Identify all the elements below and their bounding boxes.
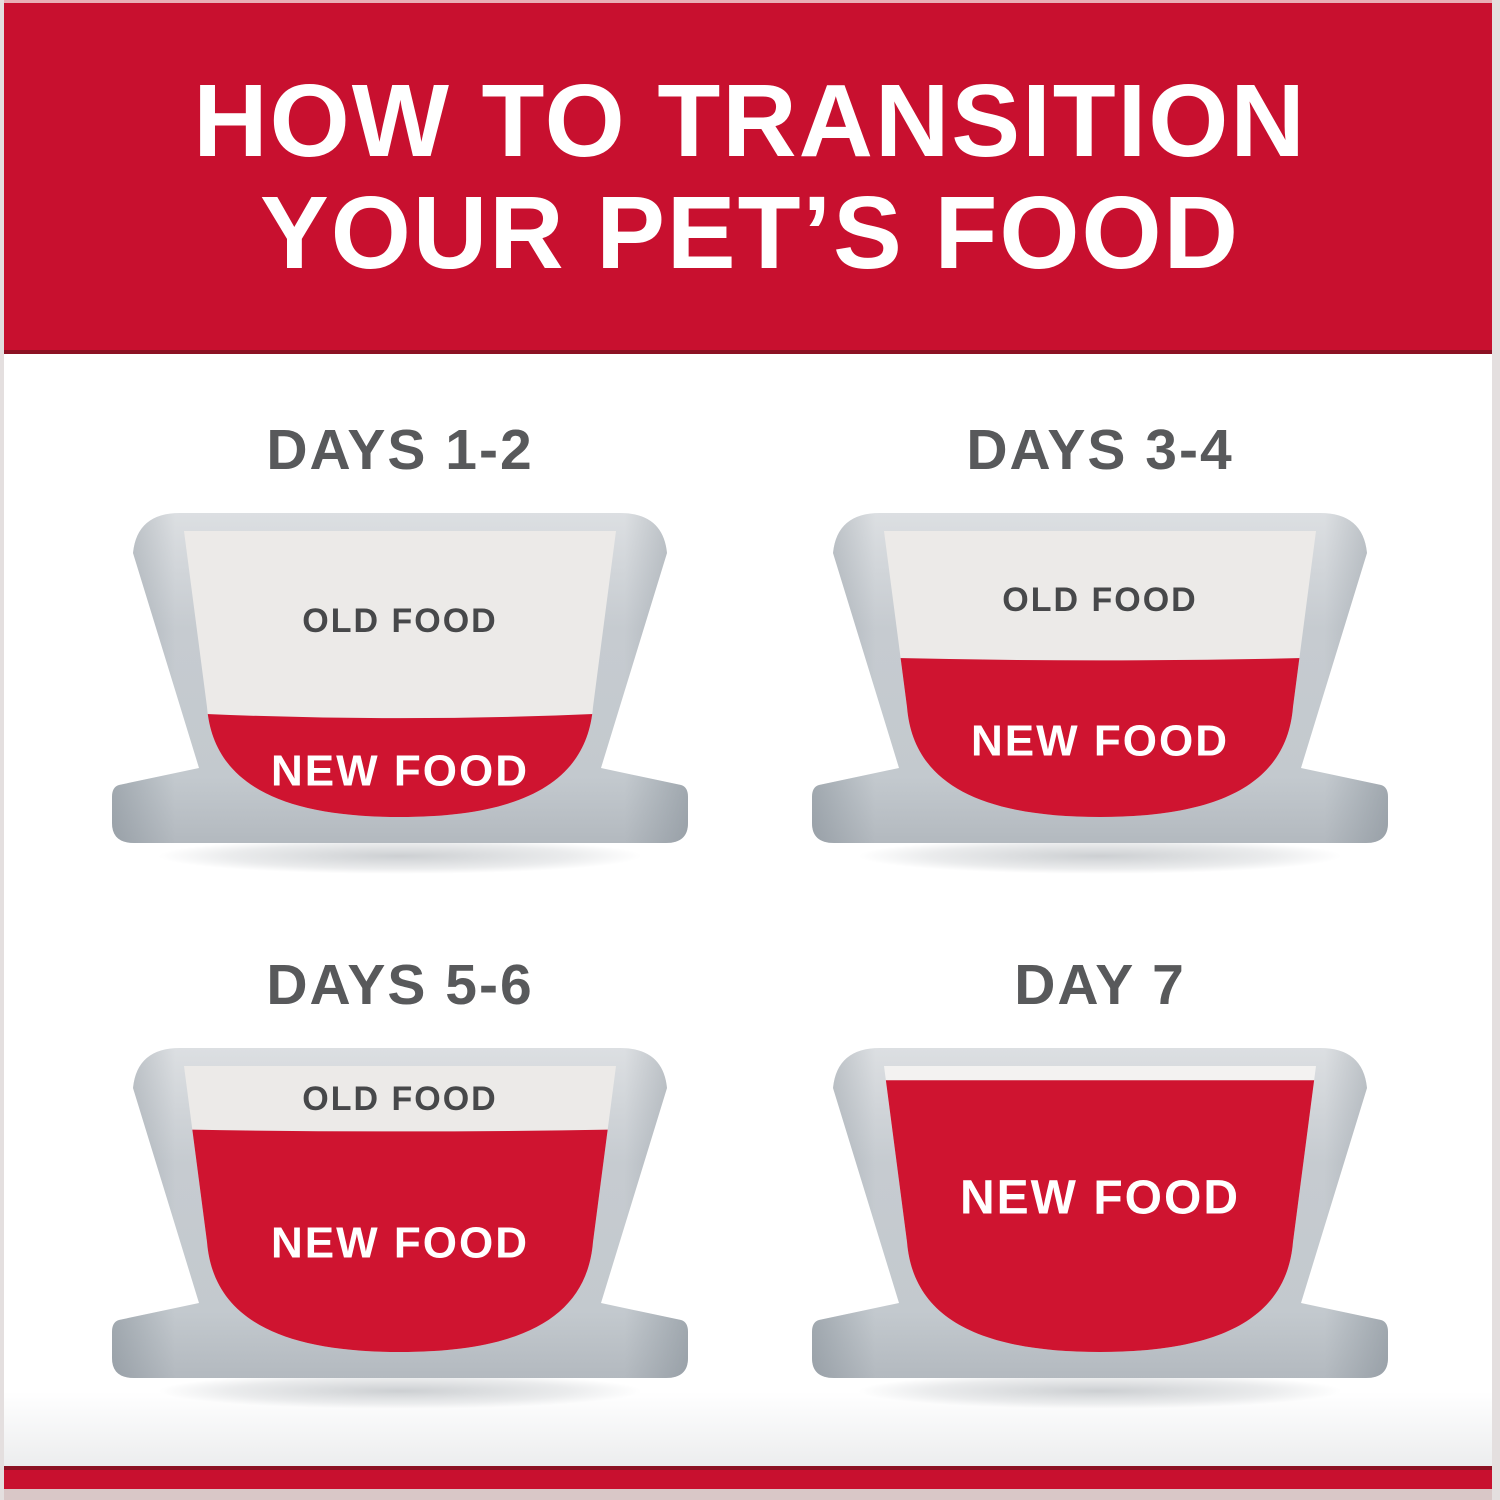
page-title-line2: YOUR PET’S FOOD <box>260 174 1240 290</box>
old-food-label: OLD FOOD <box>302 602 497 640</box>
day-label: DAY 7 <box>1014 953 1186 1017</box>
day-label: DAYS 1-2 <box>266 418 534 482</box>
footer-pink-stripe <box>0 1489 1500 1500</box>
left-edge-strip <box>0 0 4 1500</box>
bowl-illustration: NEW FOOD <box>812 1048 1388 1378</box>
new-food-label: NEW FOOD <box>971 717 1229 766</box>
new-food-fill <box>184 1128 616 1352</box>
bowl-illustration: OLD FOOD NEW FOOD <box>112 1048 688 1378</box>
footer-red-stripe <box>0 1470 1500 1489</box>
page-title-line1: HOW TO TRANSITION <box>193 62 1307 178</box>
bowl-illustration: OLD FOOD NEW FOOD <box>812 513 1388 843</box>
new-food-fill <box>184 711 616 817</box>
new-food-fill <box>884 1080 1316 1352</box>
right-edge-strip <box>1492 0 1500 1500</box>
day-label: DAYS 5-6 <box>266 953 534 1017</box>
panel-day-7: DAY 7 NEW FOOD <box>810 955 1390 1388</box>
old-food-label: OLD FOOD <box>1002 581 1197 619</box>
footer-dark-line <box>0 1466 1500 1470</box>
day-label: DAYS 3-4 <box>966 418 1234 482</box>
header-banner: HOW TO TRANSITION YOUR PET’S FOOD <box>0 0 1500 354</box>
panel-days-5-6: DAYS 5-6 OLD FOOD NEW FOOD <box>110 955 690 1388</box>
new-food-label: NEW FOOD <box>271 747 529 796</box>
new-food-label: NEW FOOD <box>271 1219 529 1268</box>
bowl-illustration: OLD FOOD NEW FOOD <box>112 513 688 843</box>
floor-gradient <box>0 1392 1500 1466</box>
old-food-label: OLD FOOD <box>302 1080 497 1118</box>
panel-days-3-4: DAYS 3-4 OLD FOOD NEW FOOD <box>810 420 1390 853</box>
new-food-label: NEW FOOD <box>960 1172 1240 1225</box>
panel-days-1-2: DAYS 1-2 OLD FOOD NEW FOOD <box>110 420 690 853</box>
